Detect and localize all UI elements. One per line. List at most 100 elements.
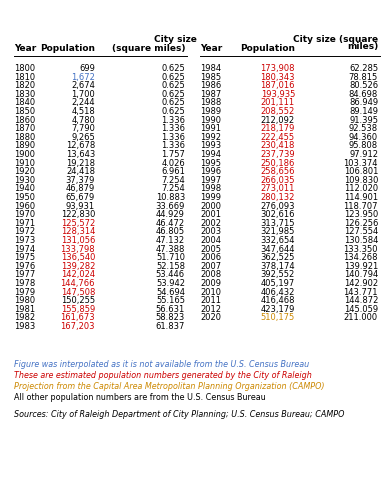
Text: 1970: 1970 <box>14 210 35 219</box>
Text: 187,016: 187,016 <box>261 81 295 90</box>
Text: 78.815: 78.815 <box>349 72 378 82</box>
Text: 193,935: 193,935 <box>261 90 295 99</box>
Text: 2,674: 2,674 <box>71 81 95 90</box>
Text: 127.554: 127.554 <box>344 228 378 236</box>
Text: 1997: 1997 <box>200 176 221 185</box>
Text: 128,314: 128,314 <box>61 228 95 236</box>
Text: City size: City size <box>154 35 196 44</box>
Text: Population: Population <box>240 44 295 53</box>
Text: 1975: 1975 <box>14 253 35 262</box>
Text: 51.710: 51.710 <box>156 253 185 262</box>
Text: 2002: 2002 <box>200 219 221 228</box>
Text: 1992: 1992 <box>200 133 221 142</box>
Text: 1960: 1960 <box>14 202 35 210</box>
Text: 114.901: 114.901 <box>344 193 378 202</box>
Text: 142.902: 142.902 <box>344 279 378 288</box>
Text: 65,679: 65,679 <box>66 193 95 202</box>
Text: 699: 699 <box>79 64 95 73</box>
Text: 47.388: 47.388 <box>156 244 185 254</box>
Text: 2012: 2012 <box>200 305 221 314</box>
Text: 136,540: 136,540 <box>61 253 95 262</box>
Text: 510,175: 510,175 <box>261 314 295 322</box>
Text: 106.801: 106.801 <box>344 167 378 176</box>
Text: 6.961: 6.961 <box>161 167 185 176</box>
Text: 0.625: 0.625 <box>161 64 185 73</box>
Text: Sources: City of Raleigh Department of City Planning; U.S. Census Bureau; CAMPO: Sources: City of Raleigh Department of C… <box>14 410 344 419</box>
Text: 131,056: 131,056 <box>61 236 95 245</box>
Text: 150,255: 150,255 <box>61 296 95 305</box>
Text: 1978: 1978 <box>14 279 35 288</box>
Text: 302,616: 302,616 <box>261 210 295 219</box>
Text: 46.472: 46.472 <box>156 219 185 228</box>
Text: 12,678: 12,678 <box>66 142 95 150</box>
Text: 0.625: 0.625 <box>161 107 185 116</box>
Text: 1850: 1850 <box>14 107 35 116</box>
Text: 9,265: 9,265 <box>71 133 95 142</box>
Text: Year: Year <box>14 44 36 53</box>
Text: 133.350: 133.350 <box>344 244 378 254</box>
Text: 7,790: 7,790 <box>71 124 95 133</box>
Text: 118.707: 118.707 <box>344 202 378 210</box>
Text: 1890: 1890 <box>14 142 35 150</box>
Text: 53.446: 53.446 <box>156 270 185 280</box>
Text: 1977: 1977 <box>14 270 35 280</box>
Text: 1996: 1996 <box>200 167 221 176</box>
Text: 1972: 1972 <box>14 228 35 236</box>
Text: 362,525: 362,525 <box>261 253 295 262</box>
Text: 2,244: 2,244 <box>71 98 95 108</box>
Text: 95.808: 95.808 <box>349 142 378 150</box>
Text: 1920: 1920 <box>14 167 35 176</box>
Text: 173,908: 173,908 <box>261 64 295 73</box>
Text: 2008: 2008 <box>200 270 221 280</box>
Text: 1974: 1974 <box>14 244 35 254</box>
Text: 2010: 2010 <box>200 288 221 296</box>
Text: 89.149: 89.149 <box>349 107 378 116</box>
Text: 4,518: 4,518 <box>71 107 95 116</box>
Text: 37,379: 37,379 <box>66 176 95 185</box>
Text: 2007: 2007 <box>200 262 221 271</box>
Text: 147,508: 147,508 <box>61 288 95 296</box>
Text: 1800: 1800 <box>14 64 35 73</box>
Text: 93,931: 93,931 <box>66 202 95 210</box>
Text: 2000: 2000 <box>200 202 221 210</box>
Text: 1988: 1988 <box>200 98 221 108</box>
Text: 52.158: 52.158 <box>156 262 185 271</box>
Text: 7.254: 7.254 <box>161 176 185 185</box>
Text: miles): miles) <box>347 42 378 51</box>
Text: 218,179: 218,179 <box>261 124 295 133</box>
Text: 1981: 1981 <box>14 305 35 314</box>
Text: 44.929: 44.929 <box>156 210 185 219</box>
Text: 1971: 1971 <box>14 219 35 228</box>
Text: 273,011: 273,011 <box>261 184 295 194</box>
Text: City size (square: City size (square <box>293 35 378 44</box>
Text: 1976: 1976 <box>14 262 35 271</box>
Text: 392,552: 392,552 <box>261 270 295 280</box>
Text: 1994: 1994 <box>200 150 221 159</box>
Text: 126.256: 126.256 <box>344 219 378 228</box>
Text: 144,766: 144,766 <box>61 279 95 288</box>
Text: 405,197: 405,197 <box>261 279 295 288</box>
Text: 1984: 1984 <box>200 64 221 73</box>
Text: 4,780: 4,780 <box>71 116 95 124</box>
Text: 1991: 1991 <box>200 124 221 133</box>
Text: 155,859: 155,859 <box>61 305 95 314</box>
Text: 122,830: 122,830 <box>61 210 95 219</box>
Text: 1.336: 1.336 <box>161 142 185 150</box>
Text: 109.830: 109.830 <box>344 176 378 185</box>
Text: 332,654: 332,654 <box>261 236 295 245</box>
Text: 208,552: 208,552 <box>261 107 295 116</box>
Text: 13,643: 13,643 <box>66 150 95 159</box>
Text: 1993: 1993 <box>200 142 221 150</box>
Text: 1983: 1983 <box>14 322 35 331</box>
Text: Figure was interpolated as it is not available from the U.S. Census Bureau: Figure was interpolated as it is not ava… <box>14 360 309 369</box>
Text: 1973: 1973 <box>14 236 35 245</box>
Text: 1995: 1995 <box>200 158 221 168</box>
Text: 313,715: 313,715 <box>261 219 295 228</box>
Text: 161,673: 161,673 <box>60 314 95 322</box>
Text: 378,174: 378,174 <box>261 262 295 271</box>
Text: 84.698: 84.698 <box>349 90 378 99</box>
Text: 1950: 1950 <box>14 193 35 202</box>
Text: 33.669: 33.669 <box>156 202 185 210</box>
Text: 1980: 1980 <box>14 296 35 305</box>
Text: 92.538: 92.538 <box>349 124 378 133</box>
